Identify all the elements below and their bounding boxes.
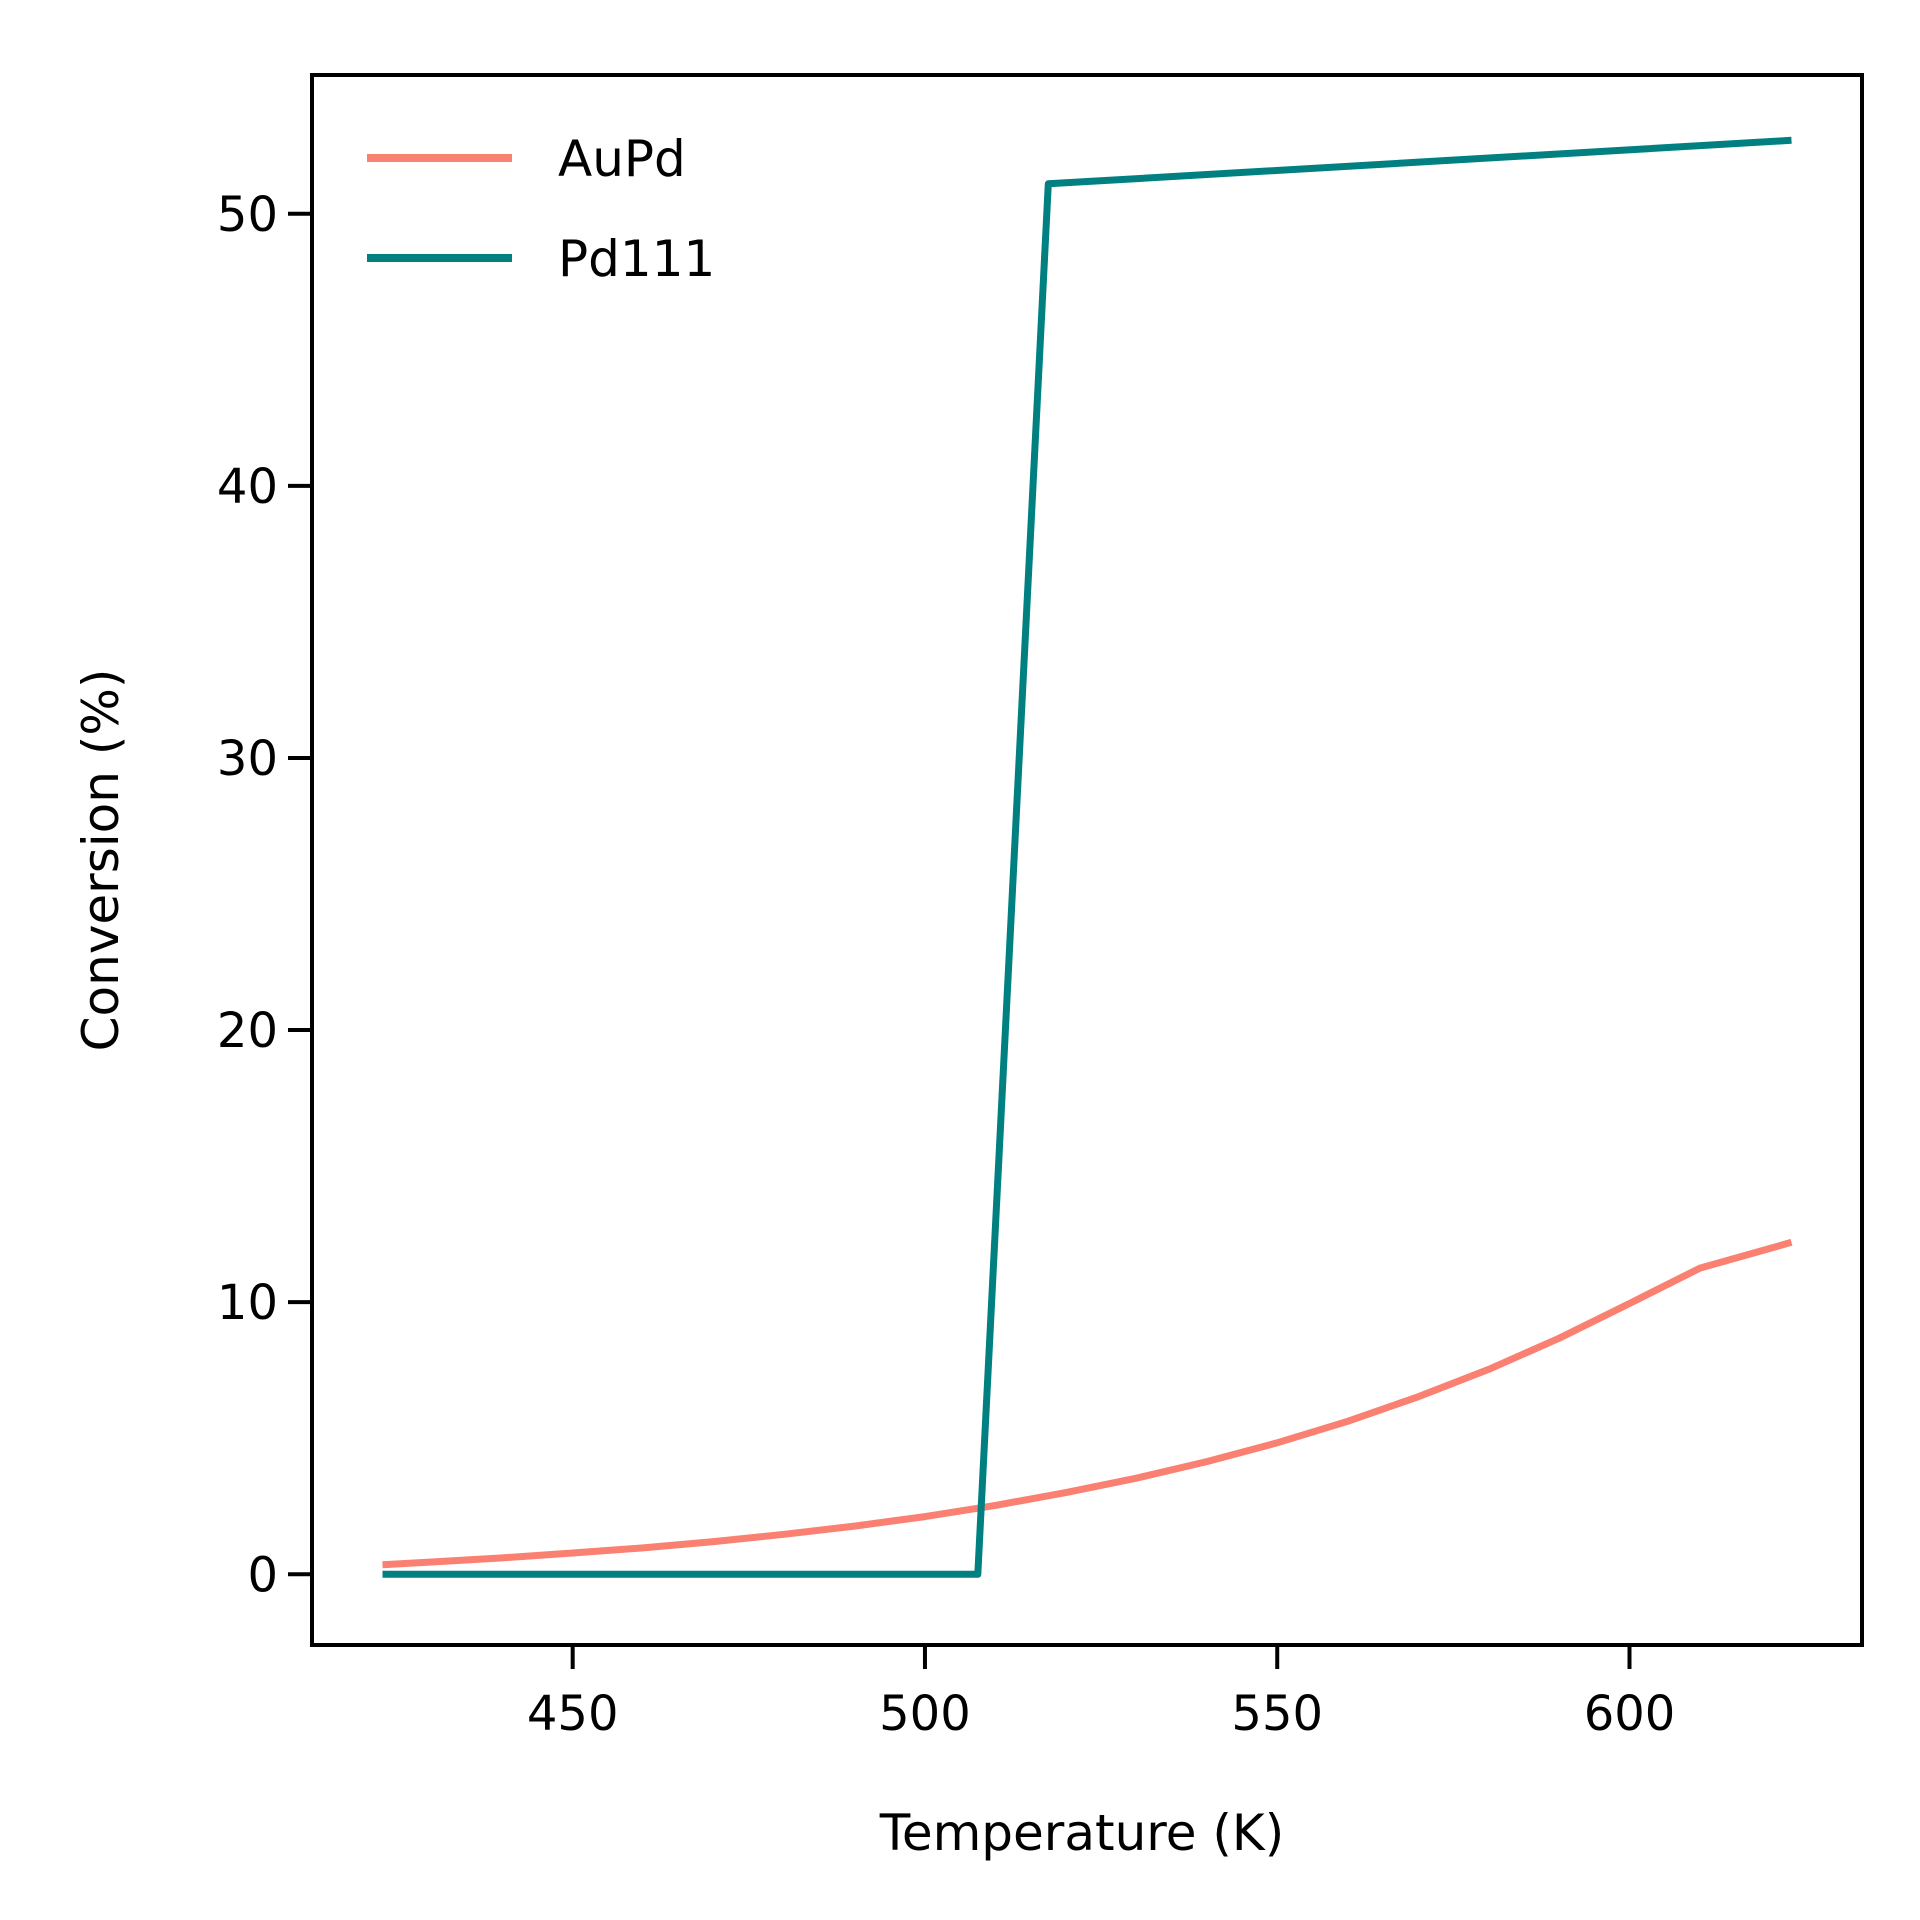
series-line-pd111 — [382, 136, 1792, 1578]
y-tick-label: 0 — [247, 1547, 278, 1603]
x-tick-label: 600 — [1584, 1686, 1676, 1742]
plot-frame — [310, 73, 1864, 1647]
y-tick-label: 20 — [217, 1003, 278, 1059]
y-tick-label: 50 — [217, 187, 278, 243]
x-axis-label: Temperature (K) — [879, 1804, 1284, 1862]
x-tick-label: 550 — [1231, 1686, 1323, 1742]
y-tick-label: 10 — [217, 1275, 278, 1331]
x-tick-label: 450 — [527, 1686, 619, 1742]
y-axis-label: Conversion (%) — [72, 669, 130, 1052]
y-tick-label: 30 — [217, 731, 278, 787]
y-tick-label: 40 — [217, 459, 278, 515]
series-line-aupd — [382, 1238, 1793, 1569]
plot-lines — [382, 136, 1793, 1578]
x-axis-ticks: 450 500 550 600 — [527, 1645, 1675, 1742]
legend-label-aupd: AuPd — [558, 130, 686, 188]
x-tick-label: 500 — [879, 1686, 971, 1742]
legend-label-pd111: Pd111 — [558, 230, 715, 288]
y-axis-ticks: 0 10 20 30 40 50 — [217, 187, 312, 1603]
legend: AuPd Pd111 — [367, 130, 715, 288]
